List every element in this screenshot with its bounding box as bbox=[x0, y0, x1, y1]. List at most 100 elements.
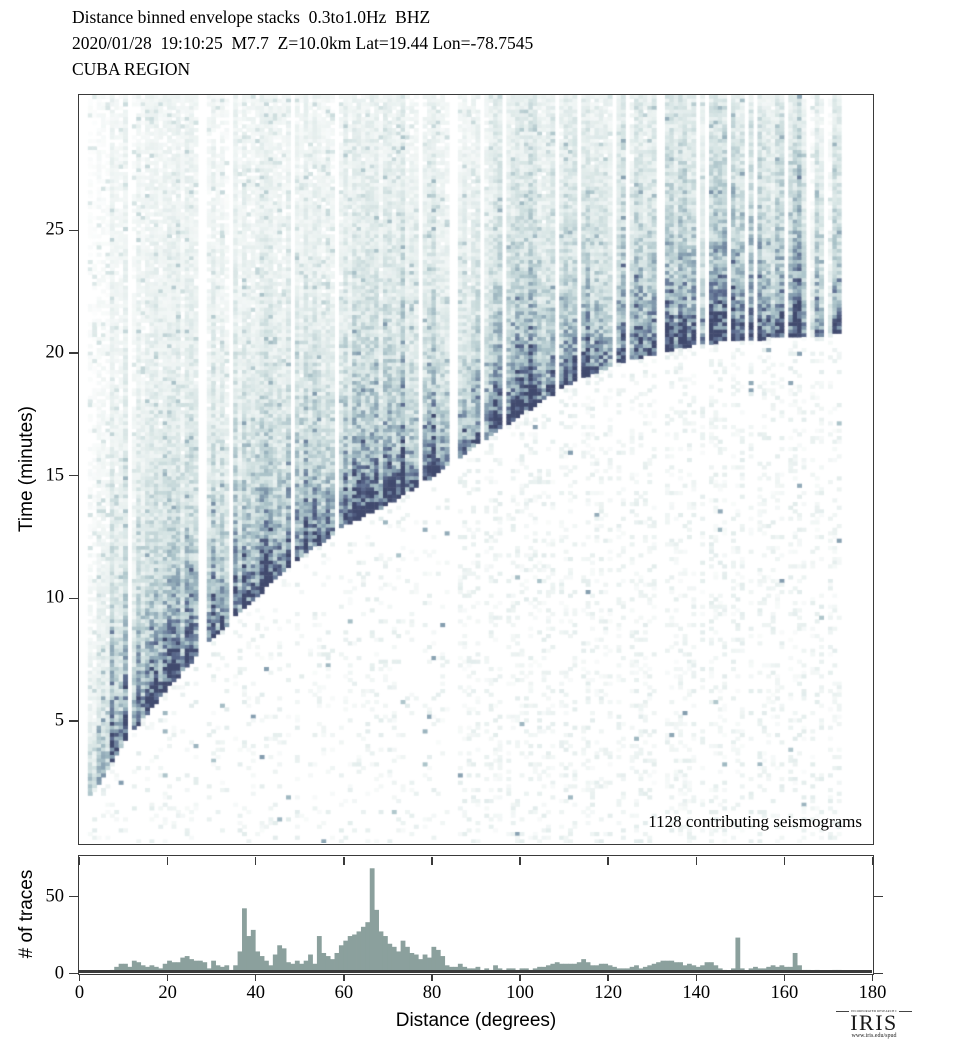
histogram-bar bbox=[286, 962, 291, 973]
x-tick-bottom bbox=[783, 975, 786, 981]
chart-title-line-2: 2020/01/28 19:10:25 M7.7 Z=10.0km Lat=19… bbox=[72, 33, 534, 53]
histogram-bar bbox=[264, 960, 269, 973]
x-tick-bottom bbox=[78, 975, 81, 981]
histogram-bar bbox=[797, 965, 802, 973]
histogram-bar bbox=[308, 954, 313, 973]
histogram-bar bbox=[215, 965, 221, 973]
histogram-bar bbox=[219, 966, 225, 973]
histogram-bar bbox=[175, 962, 181, 973]
histogram-bar bbox=[338, 945, 344, 973]
histogram-bar bbox=[704, 962, 710, 973]
histogram-bar bbox=[766, 966, 772, 973]
histogram-bar bbox=[792, 952, 798, 973]
histogram-bar bbox=[673, 962, 679, 973]
x-tick-label: 160 bbox=[770, 983, 799, 1003]
histogram-bar bbox=[783, 966, 789, 973]
histogram-bar bbox=[656, 962, 661, 973]
histogram-bar bbox=[162, 963, 168, 973]
histogram-bar bbox=[775, 966, 780, 973]
iris-logo-name: IRIS bbox=[850, 1010, 898, 1035]
iris-logo-rule: INCORPORATED RESEARCH INSTITUTIONS FOR S… bbox=[836, 1009, 912, 1013]
chart-title-line-1: Distance binned envelope stacks 0.3to1.0… bbox=[72, 7, 431, 27]
histogram-bar bbox=[607, 965, 613, 973]
hist-y-tick-label: 50 bbox=[45, 886, 65, 906]
histogram-bar bbox=[554, 962, 560, 973]
histogram-bar bbox=[184, 956, 190, 973]
histogram-bar bbox=[440, 956, 446, 973]
x-tick-label: 140 bbox=[682, 983, 711, 1003]
y-tick bbox=[69, 229, 78, 232]
histogram-bar bbox=[660, 960, 666, 973]
histogram-bar bbox=[779, 965, 785, 973]
histogram-bar bbox=[255, 951, 261, 973]
x-tick-bottom bbox=[607, 975, 609, 981]
x-tick-top bbox=[695, 856, 698, 865]
envelope-heatmap-canvas bbox=[79, 95, 872, 843]
x-tick-label: 20 bbox=[158, 983, 177, 1003]
histogram-bar bbox=[708, 962, 714, 973]
histogram-bar bbox=[435, 949, 441, 973]
histogram-bar bbox=[572, 963, 578, 973]
y-tick-label: 25 bbox=[45, 219, 65, 240]
histogram-bar bbox=[669, 960, 675, 973]
x-tick-top bbox=[783, 856, 786, 865]
x-tick-bottom bbox=[695, 975, 698, 981]
envelope-heatmap-plot bbox=[78, 94, 874, 845]
iris-logo: INCORPORATED RESEARCH INSTITUTIONS FOR S… bbox=[836, 1009, 912, 1040]
histogram-bar bbox=[603, 963, 609, 973]
distance-axis-label: Distance (degrees) bbox=[395, 1010, 557, 1031]
histogram-bar bbox=[250, 929, 256, 973]
histogram-bar bbox=[629, 966, 635, 973]
histogram-bar bbox=[462, 966, 468, 973]
histogram-bar bbox=[325, 956, 331, 973]
histogram-bar bbox=[378, 931, 384, 973]
hist-y-tick bbox=[69, 895, 78, 898]
histogram-bar bbox=[431, 946, 437, 973]
x-tick-bottom bbox=[519, 975, 521, 981]
histogram-bar bbox=[642, 966, 648, 973]
histogram-bar bbox=[598, 963, 604, 973]
histogram-bar bbox=[568, 963, 573, 973]
x-tick-top bbox=[254, 856, 257, 865]
histogram-bar bbox=[664, 960, 670, 973]
histogram-bar bbox=[312, 963, 318, 973]
histogram-bar bbox=[374, 909, 379, 973]
traces-histogram-plot bbox=[78, 855, 874, 975]
chart-title-line-3: CUBA REGION bbox=[72, 59, 191, 79]
histogram-bar bbox=[131, 960, 137, 973]
histogram-bar bbox=[695, 966, 701, 973]
histogram-bar bbox=[167, 960, 172, 973]
y-tick bbox=[69, 720, 78, 722]
histogram-bar bbox=[770, 965, 776, 973]
histogram-bar bbox=[189, 959, 194, 973]
histogram-bar bbox=[294, 960, 300, 973]
y-tick-label: 5 bbox=[54, 710, 64, 731]
histogram-bar bbox=[396, 951, 402, 973]
histogram-bar bbox=[563, 963, 569, 973]
histogram-bar bbox=[449, 966, 454, 973]
x-tick-bottom bbox=[254, 975, 257, 981]
histogram-bar bbox=[418, 959, 424, 973]
histogram-bar bbox=[360, 926, 366, 973]
histogram-bar bbox=[118, 963, 124, 973]
traces-histogram-bars bbox=[79, 868, 872, 973]
histogram-bar bbox=[321, 952, 327, 973]
y-tick-label: 15 bbox=[45, 465, 65, 486]
x-tick-bottom bbox=[166, 975, 169, 981]
x-tick-label: 40 bbox=[246, 983, 265, 1003]
histogram-bar bbox=[153, 966, 159, 973]
histogram-bar bbox=[242, 908, 247, 973]
histogram-bar bbox=[682, 965, 688, 973]
histogram-bar bbox=[180, 957, 186, 973]
y-tick bbox=[69, 352, 78, 354]
histogram-bar bbox=[224, 965, 230, 973]
histogram-bar bbox=[145, 966, 150, 973]
histogram-bar bbox=[246, 936, 252, 973]
histogram-bar bbox=[400, 940, 406, 973]
histogram-baseline bbox=[79, 970, 872, 973]
histogram-bar bbox=[123, 963, 128, 973]
y-tick-label: 20 bbox=[45, 342, 65, 363]
histogram-bar bbox=[405, 946, 410, 973]
histogram-bar bbox=[140, 965, 146, 973]
